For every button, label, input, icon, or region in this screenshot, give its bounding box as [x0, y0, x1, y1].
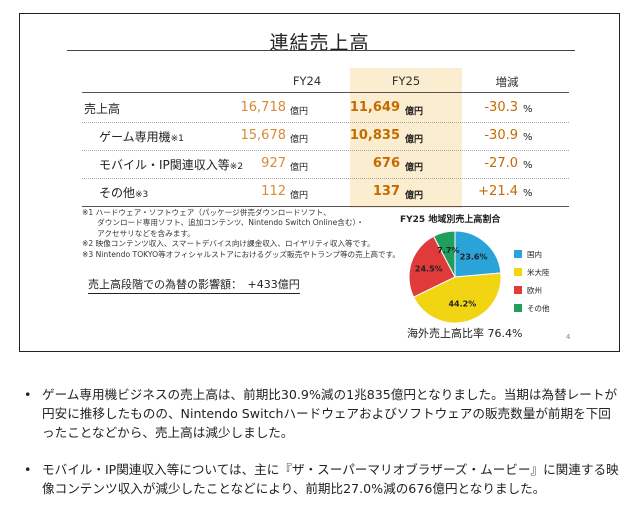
overseas-sales-ratio: 海外売上高比率 76.4%: [407, 327, 523, 340]
table-row-total-sales: 売上高 16,718 億円 11,649 億円 -30.3 %: [20, 100, 619, 122]
value-fy24: 15,678: [240, 128, 287, 143]
table-row-mobile-ip: モバイル・IP関連収入等※2 927 億円 676 億円 -27.0 %: [20, 156, 619, 178]
unit-pct: %: [523, 160, 533, 171]
footnote-line: ダウンロード専用ソフト、追加コンテンツ、Nintendo Switch Onli…: [82, 218, 364, 228]
bullet-item: ゲーム専用機ビジネスの売上高は、前期比30.9%減の1兆835億円となりました。…: [20, 385, 620, 442]
unit-pct: %: [523, 188, 533, 199]
value-fy24: 112: [261, 184, 286, 199]
pie-slice-その他: [432, 230, 456, 278]
row-label: 売上高: [84, 102, 121, 116]
unit-pct: %: [523, 132, 533, 143]
unit-fy25: 億円: [405, 163, 424, 173]
value-fy24: 927: [261, 156, 286, 171]
unit-fy25: 億円: [405, 135, 424, 145]
legend-label: その他: [527, 303, 550, 313]
value-fy25: 10,835: [349, 128, 400, 143]
chart-legend: 国内 米大陸 欧州 その他: [514, 246, 550, 318]
legend-item: 国内: [514, 246, 550, 262]
value-change: -30.3: [484, 100, 518, 115]
unit-fy24: 億円: [290, 191, 309, 201]
column-header-fy25: FY25: [391, 74, 421, 88]
value-fy24: 16,718: [240, 100, 287, 115]
title-divider: [67, 50, 575, 51]
value-change: -30.9: [484, 128, 518, 143]
table-row-other: その他※3 112 億円 137 億円 +21.4 %: [20, 184, 619, 206]
unit-fy24: 億円: [290, 107, 309, 117]
legend-item: 欧州: [514, 282, 550, 298]
value-fy25: 676: [372, 156, 400, 171]
chart-title: FY25 地域別売上高割合: [400, 215, 501, 225]
unit-fy25: 億円: [405, 191, 424, 201]
legend-item: その他: [514, 300, 550, 316]
row-label: その他※3: [99, 186, 149, 200]
slide-title: 連結売上高: [269, 32, 370, 54]
value-fy25: 137: [372, 184, 400, 199]
footnotes: ※1 ハードウェア・ソフトウェア（パッケージ併売ダウンロードソフト、 ダウンロー…: [82, 208, 402, 260]
pie-data-label: 24.5%: [415, 264, 443, 273]
row-divider: [82, 150, 569, 151]
pie-slice-米大陸: [412, 272, 502, 324]
legend-label: 国内: [527, 249, 542, 259]
legend-swatch: [514, 250, 522, 258]
pie-data-label: 7.7%: [437, 246, 459, 255]
footnote-line: アクセサリなどを含みます。: [82, 228, 195, 238]
legend-label: 米大陸: [527, 267, 550, 277]
slide-frame: 連結売上高 FY24 FY25 増減 売上高 16,718 億円 11,649 …: [19, 13, 620, 352]
row-label: モバイル・IP関連収入等※2: [99, 158, 244, 172]
page-number: 4: [566, 333, 571, 341]
column-header-change: 増減: [495, 75, 519, 89]
value-fy25: 11,649: [349, 100, 400, 115]
row-divider: [82, 122, 569, 123]
fx-impact: 売上高段階での為替の影響額： +433億円: [88, 276, 300, 294]
row-divider: [82, 178, 569, 179]
pie-data-label: 23.6%: [460, 253, 488, 262]
legend-item: 米大陸: [514, 264, 550, 280]
bullet-item: モバイル・IP関連収入等については、主に『ザ・スーパーマリオブラザーズ・ムービー…: [20, 460, 620, 498]
footnote-line: ※2 映像コンテンツ収入、スマートデバイス向け課金収入、ロイヤリティ収入等です。: [82, 239, 375, 249]
legend-swatch: [514, 268, 522, 276]
commentary: ゲーム専用機ビジネスの売上高は、前期比30.9%減の1兆835億円となりました。…: [20, 385, 620, 516]
legend-label: 欧州: [527, 285, 542, 295]
unit-pct: %: [523, 104, 533, 115]
table-row-dedicated-video-game: ゲーム専用機※1 15,678 億円 10,835 億円 -30.9 %: [20, 128, 619, 150]
column-header-fy24: FY24: [292, 74, 322, 88]
unit-fy24: 億円: [290, 163, 309, 173]
pie-slice-欧州: [408, 235, 456, 298]
header-divider: [82, 92, 569, 93]
footnote-line: ※1 ハードウェア・ソフトウェア（パッケージ併売ダウンロードソフト、: [82, 208, 331, 217]
fy25-highlight-band: [350, 68, 462, 208]
pie-data-label: 44.2%: [448, 300, 476, 309]
unit-fy24: 億円: [290, 135, 309, 145]
value-change: +21.4: [478, 184, 518, 199]
legend-swatch: [514, 304, 522, 312]
pie-chart: 23.6% 44.2% 24.5% 7.7%: [408, 230, 502, 324]
footnote-line: ※3 Nintendo TOKYO等オフィシャルストアにおけるグッズ販売やトラン…: [82, 249, 400, 259]
pie-slice-国内: [454, 230, 502, 278]
unit-fy25: 億円: [405, 107, 424, 117]
legend-swatch: [514, 286, 522, 294]
table-bottom-rule: [82, 206, 569, 207]
value-change: -27.0: [484, 156, 518, 171]
row-label: ゲーム専用機※1: [99, 130, 184, 144]
